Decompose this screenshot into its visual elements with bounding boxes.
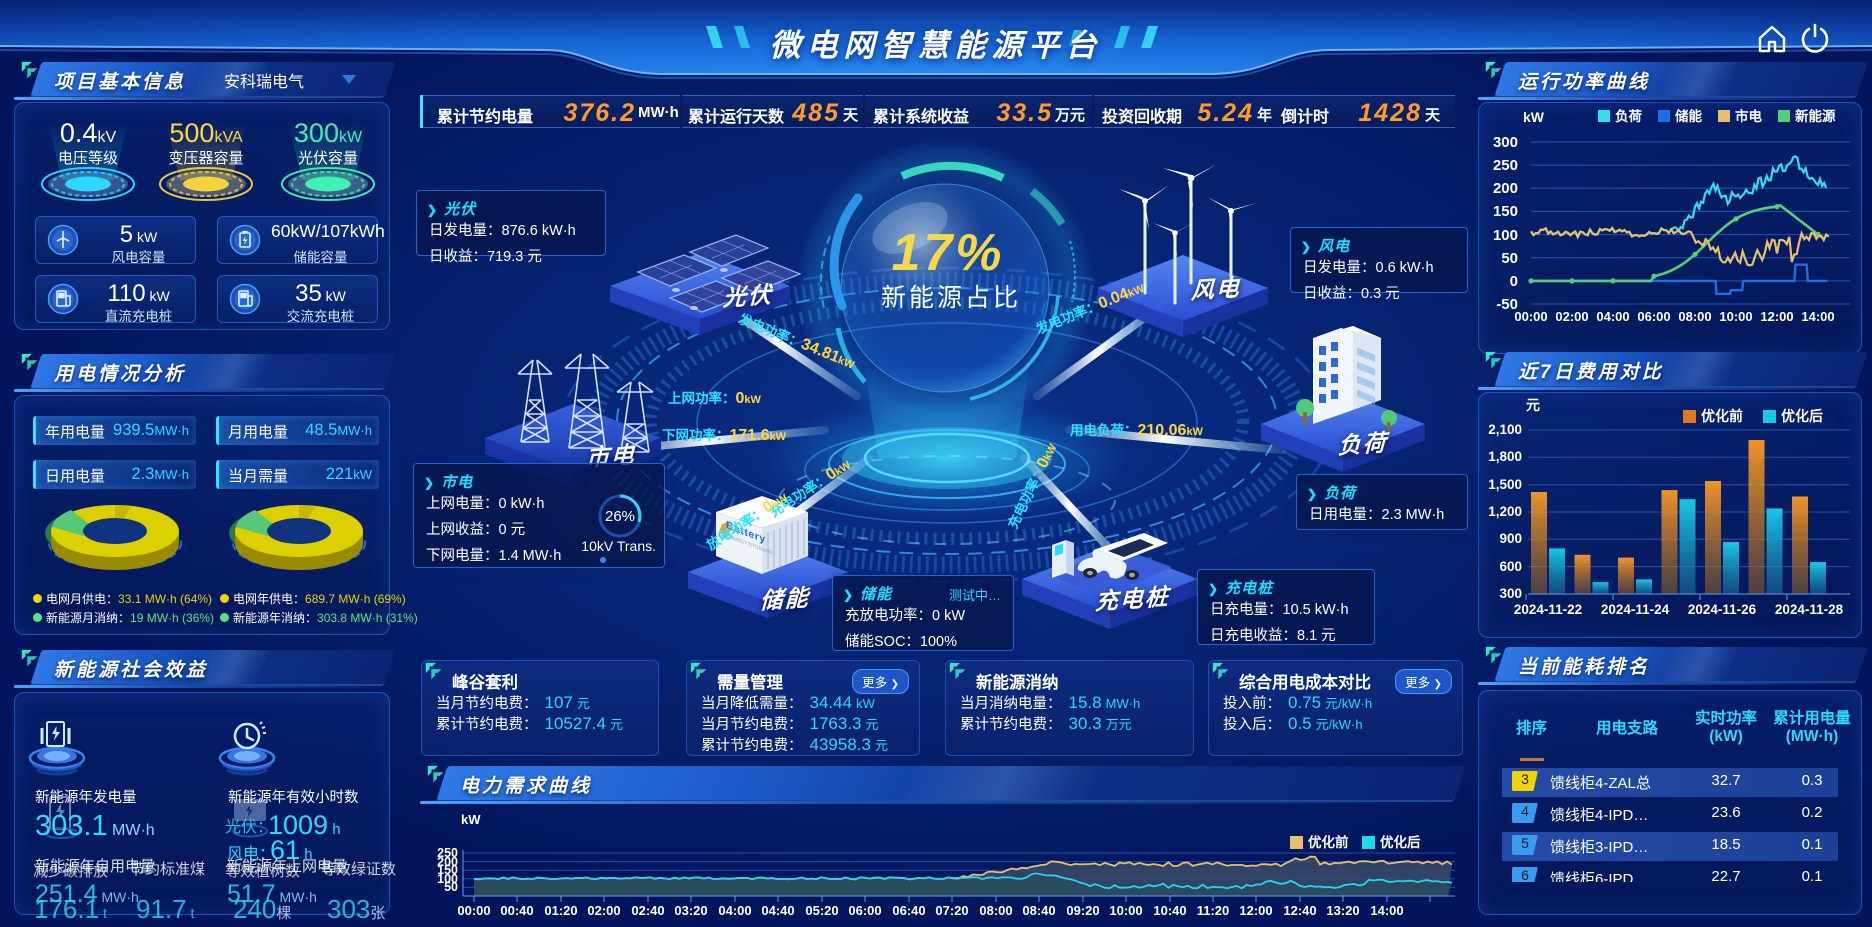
svg-text:300: 300	[1499, 586, 1522, 601]
svg-text:08:00: 08:00	[1678, 309, 1711, 324]
svg-text:12:00: 12:00	[1239, 903, 1272, 918]
svg-text:00:00: 00:00	[457, 903, 490, 918]
svg-text:06:00: 06:00	[1637, 309, 1670, 324]
svg-text:2024-11-22: 2024-11-22	[1514, 602, 1582, 617]
svg-text:08:40: 08:40	[1022, 903, 1055, 918]
svg-text:1,800: 1,800	[1488, 449, 1522, 464]
svg-text:03:20: 03:20	[674, 903, 707, 918]
svg-text:市电: 市电	[1735, 108, 1763, 124]
svg-text:04:00: 04:00	[1596, 309, 1629, 324]
svg-text:02:00: 02:00	[587, 903, 620, 918]
svg-text:10:00: 10:00	[1109, 903, 1142, 918]
svg-text:2024-11-28: 2024-11-28	[1775, 602, 1844, 617]
svg-text:11:20: 11:20	[1197, 903, 1230, 918]
svg-text:新能源: 新能源	[1795, 108, 1836, 124]
svg-text:12:00: 12:00	[1760, 309, 1793, 324]
svg-text:元: 元	[1526, 397, 1540, 413]
svg-text:100: 100	[1493, 227, 1518, 244]
svg-text:10:40: 10:40	[1153, 903, 1186, 918]
svg-text:06:00: 06:00	[848, 903, 881, 918]
svg-text:06:40: 06:40	[892, 903, 925, 918]
svg-text:250: 250	[1493, 157, 1518, 174]
svg-text:900: 900	[1499, 531, 1522, 546]
svg-text:200: 200	[1493, 180, 1518, 197]
svg-text:kW: kW	[1523, 109, 1545, 125]
svg-text:00:00: 00:00	[1514, 309, 1547, 324]
svg-text:优化前: 优化前	[1308, 834, 1349, 850]
svg-text:负荷: 负荷	[1615, 108, 1643, 124]
svg-text:优化后: 优化后	[1380, 834, 1421, 850]
svg-text:100: 100	[437, 872, 458, 886]
svg-text:02:00: 02:00	[1555, 309, 1588, 324]
svg-text:04:40: 04:40	[761, 903, 794, 918]
svg-text:13:20: 13:20	[1326, 903, 1359, 918]
svg-text:07:20: 07:20	[935, 903, 968, 918]
svg-text:优化前: 优化前	[1701, 408, 1743, 424]
svg-text:-50: -50	[1496, 296, 1518, 313]
svg-text:200: 200	[437, 855, 458, 869]
svg-text:2,100: 2,100	[1488, 422, 1522, 437]
svg-text:1,200: 1,200	[1488, 504, 1522, 519]
svg-text:01:20: 01:20	[544, 903, 577, 918]
svg-text:00:40: 00:40	[500, 903, 533, 918]
svg-text:26%: 26%	[605, 508, 635, 525]
svg-text:17%: 17%	[891, 224, 1004, 282]
svg-text:2024-11-26: 2024-11-26	[1688, 602, 1757, 617]
svg-text:08:00: 08:00	[979, 903, 1012, 918]
svg-text:2024-11-24: 2024-11-24	[1601, 602, 1670, 617]
svg-text:50: 50	[444, 880, 458, 894]
svg-text:250: 250	[437, 846, 458, 860]
svg-text:14:00: 14:00	[1370, 903, 1403, 918]
svg-text:05:20: 05:20	[805, 903, 838, 918]
svg-text:09:20: 09:20	[1066, 903, 1099, 918]
svg-text:10:00: 10:00	[1719, 309, 1752, 324]
svg-text:600: 600	[1499, 559, 1522, 574]
svg-text:150: 150	[437, 863, 458, 877]
svg-text:优化后: 优化后	[1781, 408, 1823, 424]
svg-text:储能: 储能	[1674, 108, 1703, 124]
svg-text:12:40: 12:40	[1283, 903, 1316, 918]
svg-text:新能源占比: 新能源占比	[881, 284, 1021, 312]
svg-text:50: 50	[1501, 250, 1518, 267]
svg-text:300: 300	[1493, 134, 1518, 151]
svg-text:04:00: 04:00	[718, 903, 751, 918]
svg-text:02:40: 02:40	[631, 903, 664, 918]
svg-text:0: 0	[1510, 273, 1518, 290]
svg-text:1,500: 1,500	[1488, 477, 1522, 492]
svg-text:150: 150	[1493, 203, 1518, 220]
svg-text:kW: kW	[461, 812, 481, 827]
svg-text:14:00: 14:00	[1801, 309, 1834, 324]
